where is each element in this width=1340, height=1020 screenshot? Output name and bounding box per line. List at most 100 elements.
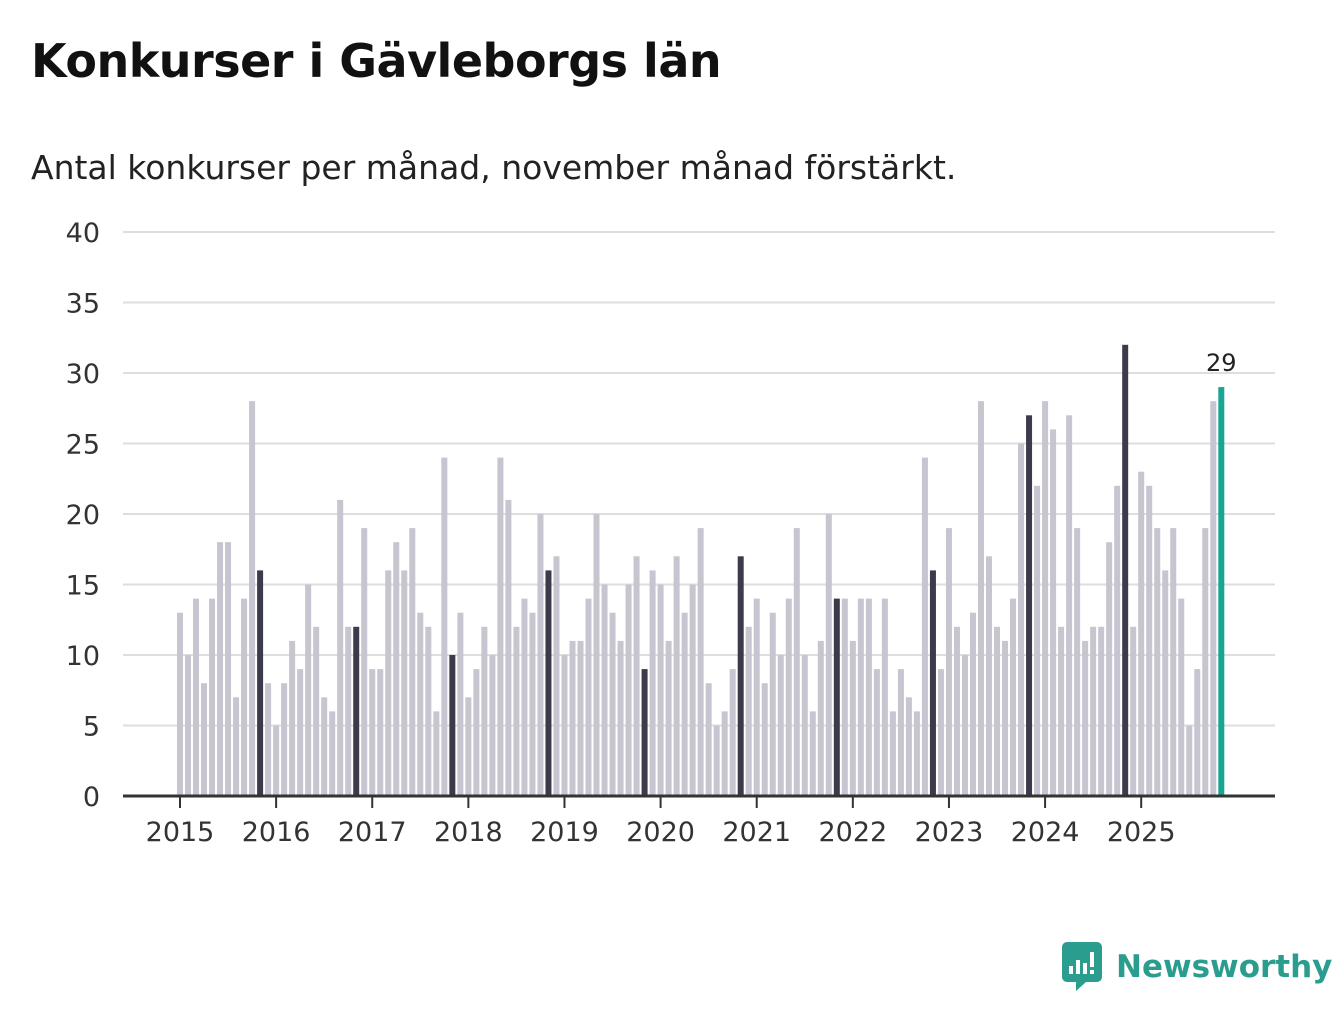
bar [553, 556, 560, 796]
bar [913, 711, 920, 796]
bar [233, 697, 240, 796]
data-label: 29 [1206, 349, 1237, 377]
y-tick-label: 15 [66, 571, 100, 602]
bar [1066, 415, 1073, 796]
bar [521, 598, 528, 796]
bar [545, 570, 552, 796]
newsworthy-logo: Newsworthy [1062, 942, 1332, 992]
bar [329, 711, 336, 796]
bar [1146, 485, 1153, 796]
y-tick-label: 5 [83, 712, 100, 743]
y-tick-label: 40 [66, 218, 100, 249]
bar [593, 514, 600, 796]
bar [713, 725, 720, 796]
bar [665, 640, 672, 796]
bar [425, 626, 432, 796]
bar [817, 640, 824, 796]
bar [745, 626, 752, 796]
bar [505, 499, 512, 796]
y-tick-label: 10 [66, 641, 100, 672]
bar [737, 556, 744, 796]
bar [785, 598, 792, 796]
bar [1186, 725, 1193, 796]
bar [1202, 528, 1209, 796]
bar [889, 711, 896, 796]
bar [1114, 485, 1121, 796]
bar [345, 626, 352, 796]
bar [705, 683, 712, 796]
bar [529, 612, 536, 796]
bar [1010, 598, 1017, 796]
bar [1018, 443, 1025, 796]
bar [825, 514, 832, 796]
bar [657, 584, 664, 796]
bar [777, 655, 784, 796]
bar [1154, 528, 1161, 796]
x-tick-label: 2020 [626, 817, 695, 848]
bar [361, 528, 368, 796]
bar [561, 655, 568, 796]
bar [1178, 598, 1185, 796]
bar [585, 598, 592, 796]
bar [177, 612, 183, 796]
bar [409, 528, 416, 796]
bar [569, 640, 576, 796]
bar [761, 683, 768, 796]
bar [305, 584, 312, 796]
bar [994, 626, 1001, 796]
bar [849, 640, 856, 796]
bar [401, 570, 408, 796]
bar [337, 499, 344, 796]
bar [281, 683, 288, 796]
bar [721, 711, 728, 796]
x-tick-label: 2021 [722, 817, 791, 848]
x-tick-label: 2015 [146, 817, 215, 848]
bar [793, 528, 800, 796]
bar [209, 598, 216, 796]
bar [1106, 542, 1113, 796]
chart-title: Konkurser i Gävleborgs län [31, 34, 722, 88]
bar [289, 640, 296, 796]
bar [1138, 471, 1145, 796]
bar [865, 598, 872, 796]
y-axis-ticks: 0 5 10 15 20 25 30 35 40 [66, 218, 100, 813]
bar [473, 669, 480, 796]
bar [905, 697, 912, 796]
bar [201, 683, 208, 796]
bar [1058, 626, 1065, 796]
bar [753, 598, 760, 796]
bar [945, 528, 952, 796]
bar [697, 528, 704, 796]
bar [265, 683, 272, 796]
bar [441, 457, 448, 796]
bar [1082, 640, 1089, 796]
bar [617, 640, 624, 796]
bar [769, 612, 776, 796]
bar [577, 640, 584, 796]
x-tick-label: 2023 [915, 817, 984, 848]
bar [986, 556, 993, 796]
bar [729, 669, 736, 796]
chart-subtitle: Antal konkurser per månad, november måna… [31, 148, 957, 187]
bar [857, 598, 864, 796]
bar [681, 612, 688, 796]
bar [497, 457, 504, 796]
y-tick-label: 20 [66, 500, 100, 531]
bars [177, 344, 1225, 796]
bar [1090, 626, 1097, 796]
bar [1002, 640, 1009, 796]
bar [249, 401, 256, 796]
bar [673, 556, 680, 796]
bar [1074, 528, 1081, 796]
bar [385, 570, 392, 796]
bar [537, 514, 544, 796]
bar [921, 457, 928, 796]
bar [1130, 626, 1137, 796]
bar [633, 556, 640, 796]
bar [225, 542, 232, 796]
bar [393, 542, 400, 796]
bar [353, 626, 360, 796]
bar [241, 598, 248, 796]
bar [833, 598, 840, 796]
